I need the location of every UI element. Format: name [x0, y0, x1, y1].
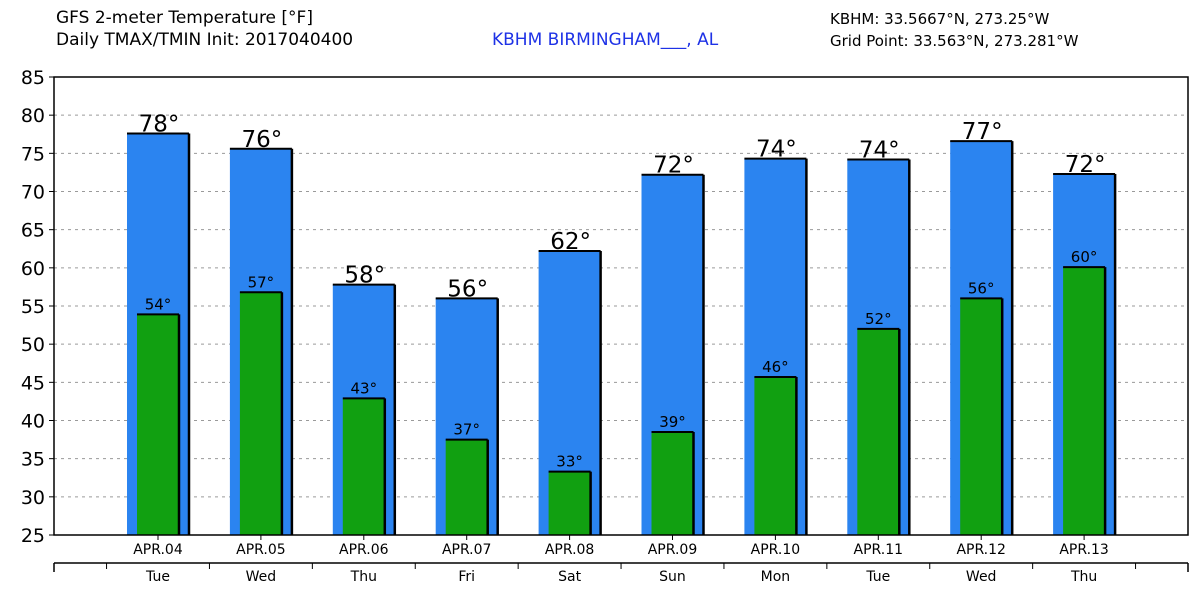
x-weekday-label: Wed [246, 569, 277, 585]
bars [127, 132, 1117, 536]
tmin-value-label: 37° [453, 421, 480, 439]
y-tick-label: 25 [21, 525, 45, 547]
tmin-bar [1063, 267, 1106, 535]
x-weekday-label: Thu [350, 569, 377, 585]
tmin-value-label: 60° [1071, 248, 1098, 266]
x-date-label: APR.06 [339, 542, 389, 558]
y-tick-label: 50 [21, 334, 45, 356]
tmin-value-label: 39° [659, 413, 686, 431]
tmin-bar [239, 292, 282, 535]
y-tick-label: 70 [21, 182, 45, 204]
x-date-label: APR.05 [236, 542, 286, 558]
tmax-value-label: 77° [962, 119, 1003, 145]
tmin-bar [754, 376, 797, 535]
tmax-value-label: 78° [139, 111, 180, 137]
x-date-label: APR.11 [854, 542, 904, 558]
tmin-value-label: 54° [145, 295, 172, 313]
chart-title-line2: Daily TMAX/TMIN Init: 2017040400 [56, 30, 354, 50]
tmin-bar [960, 298, 1003, 535]
x-date-label: APR.07 [442, 542, 492, 558]
y-tick-label: 45 [21, 372, 45, 394]
tmax-value-label: 74° [756, 137, 797, 163]
tmin-bar [342, 398, 385, 535]
x-date-label: APR.13 [1059, 542, 1109, 558]
y-tick-label: 65 [21, 220, 45, 242]
x-weekday-label: Thu [1070, 569, 1097, 585]
grid-point-coordinates: Grid Point: 33.563°N, 273.281°W [830, 32, 1079, 50]
tmax-value-label: 62° [550, 229, 591, 255]
tmax-value-label: 56° [447, 276, 488, 302]
x-date-label: APR.08 [545, 542, 595, 558]
tmin-bar [857, 328, 900, 535]
tmin-bar [137, 314, 179, 535]
y-tick-label: 35 [21, 449, 45, 471]
station-name: KBHM BIRMINGHAM___, AL [492, 30, 719, 50]
tmax-value-label: 72° [1065, 152, 1106, 178]
y-tick-label: 85 [21, 67, 45, 89]
y-tick-label: 60 [21, 258, 45, 280]
y-tick-label: 30 [21, 487, 45, 509]
x-date-label: APR.04 [133, 542, 183, 558]
tmin-value-label: 57° [248, 273, 275, 291]
x-date-label: APR.12 [956, 542, 1006, 558]
x-weekday-label: Tue [145, 569, 170, 585]
bar-value-labels: 78° 54° 76° 57° 58° 43° 56° 37° 62° 33° 72° 39° 74° 4… [139, 111, 1106, 470]
tmin-value-label: 52° [865, 310, 892, 328]
x-weekday-label: Sat [558, 569, 581, 585]
tmax-value-label: 74° [859, 137, 900, 163]
axes: 25 30 35 40 45 50 55 60 65 70 75 80 85 APR.04 Tue APR.0… [21, 67, 1189, 585]
gridlines [54, 114, 1188, 498]
tmin-value-label: 33° [556, 453, 583, 471]
tmin-value-label: 56° [968, 279, 995, 297]
x-date-label: APR.09 [648, 542, 698, 558]
x-weekday-label: Wed [966, 569, 997, 585]
x-weekday-label: Fri [458, 569, 475, 585]
tmax-value-label: 76° [242, 127, 283, 153]
y-tick-label: 40 [21, 411, 45, 433]
tmin-value-label: 46° [762, 358, 789, 376]
y-tick-label: 75 [21, 143, 45, 165]
tmax-value-label: 72° [653, 153, 694, 179]
y-tick-label: 55 [21, 296, 45, 318]
tmin-bar [651, 431, 694, 535]
chart-title-line1: GFS 2-meter Temperature [°F] [56, 8, 313, 28]
tmin-bar [445, 439, 488, 535]
x-weekday-label: Mon [761, 569, 791, 585]
tmin-value-label: 43° [351, 379, 378, 397]
tmin-bar [548, 471, 591, 535]
x-date-label: APR.10 [751, 542, 801, 558]
x-weekday-label: Sun [659, 569, 686, 585]
tmax-value-label: 58° [344, 263, 385, 289]
x-weekday-label: Tue [865, 569, 890, 585]
station-coordinates: KBHM: 33.5667°N, 273.25°W [830, 10, 1050, 28]
y-tick-label: 80 [21, 105, 45, 127]
